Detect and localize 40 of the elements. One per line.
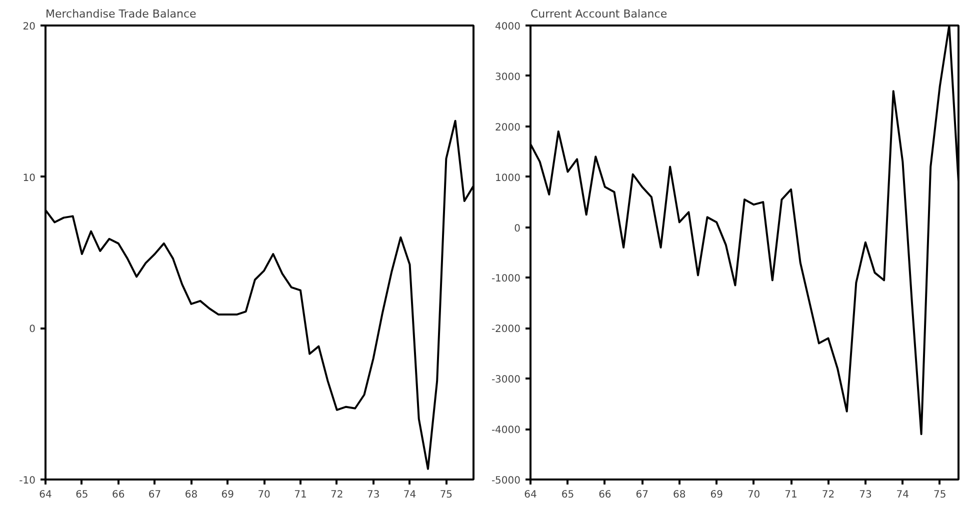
chart-title: Current Account Balance <box>530 8 668 20</box>
x-tick-label: 67 <box>636 490 649 500</box>
y-tick-label: -1000 <box>491 274 521 285</box>
chart-title: Merchandise Trade Balance <box>46 8 197 20</box>
x-tick-label: 67 <box>148 490 162 500</box>
y-tick-label: -3000 <box>491 374 521 386</box>
x-tick-label: 72 <box>822 490 835 500</box>
y-tick-label: 0 <box>29 324 36 336</box>
x-tick-label: 74 <box>403 490 416 500</box>
y-tick-label: 20 <box>22 22 36 32</box>
y-tick-label: 3000 <box>495 72 521 83</box>
x-tick-label: 74 <box>896 490 910 500</box>
x-tick-label: 68 <box>673 490 686 500</box>
x-tick-label: 71 <box>294 490 307 500</box>
y-tick-label: -10 <box>19 476 36 486</box>
x-tick-label: 65 <box>76 490 88 500</box>
x-tick-label: 70 <box>258 490 270 500</box>
x-tick-label: 73 <box>859 490 872 500</box>
x-tick-label: 69 <box>710 490 723 500</box>
x-tick-label: 65 <box>561 490 574 500</box>
x-tick-label: 73 <box>366 490 380 500</box>
x-tick-label: 75 <box>440 490 453 500</box>
y-tick-label: 4000 <box>495 22 521 32</box>
x-tick-label: 66 <box>598 490 612 500</box>
x-tick-label: 71 <box>784 490 798 500</box>
x-tick-label: 72 <box>330 490 344 500</box>
y-tick-label: -2000 <box>491 324 521 336</box>
y-tick-label: 1000 <box>495 172 521 184</box>
x-tick-label: 70 <box>747 490 760 500</box>
y-tick-label: -5000 <box>491 476 521 486</box>
x-tick-label: 75 <box>934 490 946 500</box>
y-tick-label: 10 <box>22 172 36 184</box>
x-tick-label: 69 <box>221 490 234 500</box>
x-tick-label: 64 <box>524 490 537 500</box>
x-tick-label: 66 <box>112 490 125 500</box>
x-tick-label: 68 <box>184 490 198 500</box>
y-tick-label: 2000 <box>495 122 521 134</box>
y-tick-label: -4000 <box>491 425 521 436</box>
x-tick-label: 64 <box>39 490 52 500</box>
y-tick-label: 0 <box>514 223 521 234</box>
